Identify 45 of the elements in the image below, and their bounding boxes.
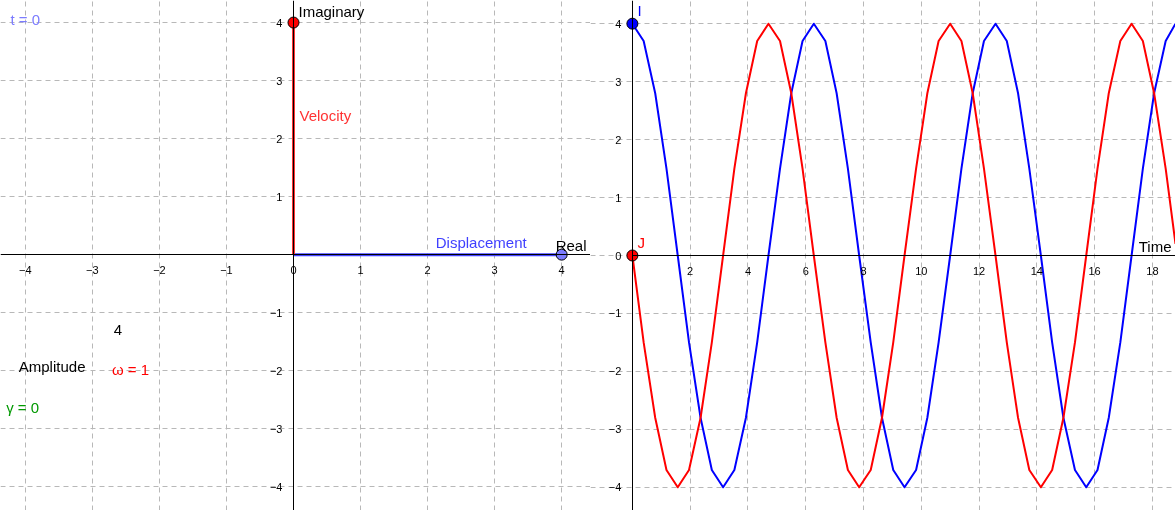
x-tick-label: −3	[86, 263, 99, 276]
y-tick-label: 0	[615, 249, 622, 262]
x-axis-title: Real	[555, 236, 587, 254]
y-tick-label: 1	[615, 191, 622, 204]
x-tick-label: 12	[972, 264, 986, 277]
y-tick-label: −3	[269, 422, 283, 435]
x-tick-label: 18	[1146, 264, 1159, 277]
annotation: γ = 0	[6, 398, 40, 416]
x-tick-label: 4	[558, 263, 565, 276]
x-tick-label: 4	[744, 264, 752, 277]
y-tick-label: 3	[615, 75, 622, 88]
y-tick-label: −1	[608, 307, 622, 320]
y-tick-label: 2	[276, 132, 283, 145]
x-tick-label: −4	[19, 263, 32, 276]
y-tick-label: 3	[276, 74, 283, 87]
series-label: Displacement	[435, 233, 528, 251]
x-tick-label: 2	[424, 263, 431, 276]
annotation: t = 0	[10, 11, 41, 29]
y-tick-label: −1	[269, 306, 283, 319]
x-tick-label: 3	[491, 263, 498, 276]
x-tick-label: −1	[220, 263, 233, 276]
series-label: J	[637, 233, 645, 251]
annotation: ω = 1	[111, 361, 150, 379]
x-tick-label: 10	[915, 264, 928, 277]
x-tick-label: 1	[357, 263, 364, 276]
y-tick-label: −4	[269, 480, 283, 493]
series-label: Velocity	[299, 106, 352, 124]
y-tick-label: −4	[608, 481, 622, 494]
y-axis-title: Imaginary	[298, 2, 365, 20]
x-tick-label: 6	[802, 264, 809, 277]
x-tick-label: 2	[687, 264, 694, 277]
y-tick-label: −2	[608, 365, 622, 378]
series-label: I	[637, 1, 642, 19]
y-tick-label: 2	[615, 133, 622, 146]
x-tick-label: −2	[153, 263, 166, 276]
annotation: 4	[113, 321, 122, 339]
x-tick-label: 8	[860, 264, 867, 277]
annotation: Amplitude	[18, 358, 86, 376]
y-tick-label: −3	[608, 423, 622, 436]
y-tick-label: 4	[276, 16, 283, 29]
y-tick-label: −2	[269, 364, 283, 377]
x-tick-label: 16	[1088, 264, 1101, 277]
y-tick-label: 1	[276, 190, 283, 203]
y-tick-label: 4	[615, 17, 622, 30]
x-axis-title: Time	[1138, 237, 1172, 255]
